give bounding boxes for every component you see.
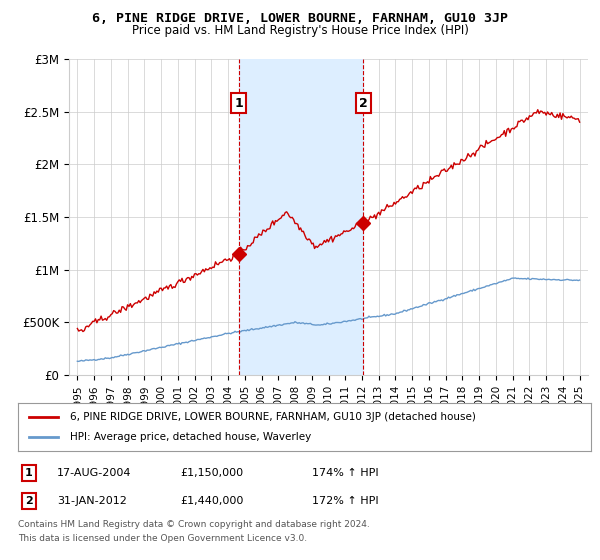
Text: Contains HM Land Registry data © Crown copyright and database right 2024.: Contains HM Land Registry data © Crown c…: [18, 520, 370, 529]
Text: 1: 1: [234, 96, 243, 110]
Bar: [239, 59, 364, 375]
Text: 6, PINE RIDGE DRIVE, LOWER BOURNE, FARNHAM, GU10 3JP: 6, PINE RIDGE DRIVE, LOWER BOURNE, FARNH…: [92, 12, 508, 25]
Text: 172% ↑ HPI: 172% ↑ HPI: [312, 496, 379, 506]
Text: £1,150,000: £1,150,000: [180, 468, 243, 478]
Text: 1: 1: [25, 468, 32, 478]
Text: £1,440,000: £1,440,000: [180, 496, 244, 506]
Text: Price paid vs. HM Land Registry's House Price Index (HPI): Price paid vs. HM Land Registry's House …: [131, 24, 469, 36]
Text: 174% ↑ HPI: 174% ↑ HPI: [312, 468, 379, 478]
Text: 2: 2: [359, 96, 368, 110]
Text: 6, PINE RIDGE DRIVE, LOWER BOURNE, FARNHAM, GU10 3JP (detached house): 6, PINE RIDGE DRIVE, LOWER BOURNE, FARNH…: [70, 412, 475, 422]
Text: 17-AUG-2004: 17-AUG-2004: [57, 468, 131, 478]
Text: HPI: Average price, detached house, Waverley: HPI: Average price, detached house, Wave…: [70, 432, 311, 442]
Text: 2: 2: [25, 496, 32, 506]
Text: 31-JAN-2012: 31-JAN-2012: [57, 496, 127, 506]
Text: This data is licensed under the Open Government Licence v3.0.: This data is licensed under the Open Gov…: [18, 534, 307, 543]
